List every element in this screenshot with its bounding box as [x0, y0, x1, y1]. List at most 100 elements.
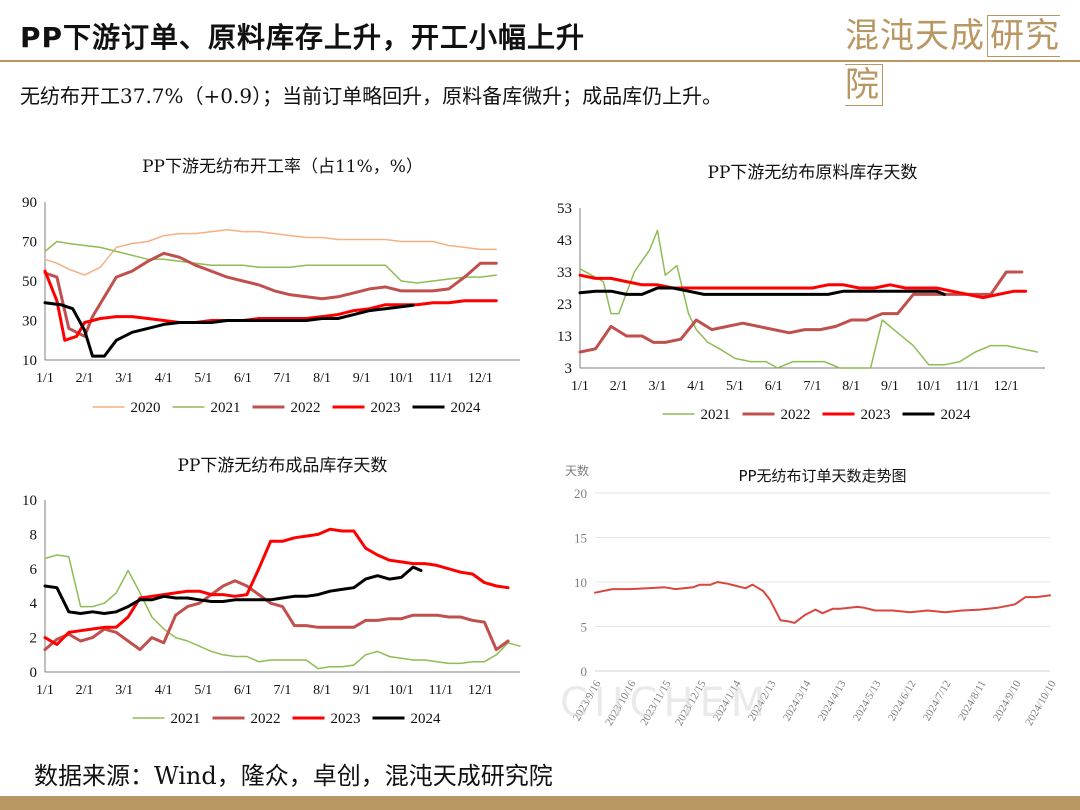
y-tick-label: 4	[30, 596, 38, 612]
y-tick-label: 10	[574, 575, 587, 590]
x-tick-label: 4/1	[155, 683, 173, 698]
y-tick-label: 15	[574, 531, 587, 546]
x-tick-label: 5/1	[194, 371, 212, 386]
x-tick-label: 5/1	[726, 379, 744, 394]
series-line-2020	[44, 228, 498, 276]
x-tick-label: 3/1	[115, 371, 133, 386]
y-tick-label: 13	[557, 329, 572, 345]
y-tick-label: 6	[30, 562, 38, 578]
x-tick-label: 2024/10/10	[1023, 678, 1059, 728]
chart-title: PP无纺布订单天数走势图	[738, 467, 906, 485]
x-tick-label: 9/1	[353, 683, 371, 698]
x-tick-label: 2024/3/14	[781, 678, 814, 723]
legend-label-2024: 2024	[451, 400, 482, 416]
x-tick-label: 11/1	[429, 371, 453, 386]
x-tick-label: 4/1	[155, 371, 173, 386]
chart-raw-material-inventory: PP下游无纺布原料库存天数 3 13 23 33 43 53 1/1 2/1 3/1 4/1 5/1 6…	[557, 163, 1045, 423]
brand-logo: 混沌天成 研究院	[845, 8, 1080, 106]
x-tick-label: 12/1	[994, 379, 1019, 394]
y-tick-label: 90	[22, 195, 37, 211]
legend-label-2021: 2021	[171, 711, 201, 727]
watermark: CIICHEM	[560, 680, 772, 726]
y-tick-label: 3	[565, 361, 573, 377]
y-tick-label: 10	[22, 493, 37, 509]
data-source: 数据来源：Wind，隆众，卓创，混沌天成研究院	[34, 762, 553, 790]
series-line-订单天数	[594, 581, 1051, 624]
y-tick-label: 0	[30, 665, 38, 681]
legend-label-2021: 2021	[211, 400, 241, 416]
legend-label-2023: 2023	[861, 407, 891, 423]
x-tick-label: 7/1	[804, 379, 822, 394]
series-line-2024	[43, 565, 423, 615]
x-tick-label: 2024/7/12	[921, 679, 954, 724]
x-tick-label: 10/1	[389, 371, 414, 386]
y-tick-label: 20	[574, 486, 587, 501]
y-tick-label: 50	[22, 274, 37, 290]
y-tick-label: 8	[30, 527, 38, 543]
x-tick-label: 2/1	[76, 371, 94, 386]
legend-label-2022: 2022	[291, 400, 321, 416]
legend-label-2023: 2023	[371, 400, 401, 416]
x-tick-label: 3/1	[115, 683, 133, 698]
legend-label-2023: 2023	[331, 711, 361, 727]
brand-name: 混沌天成	[845, 16, 985, 56]
x-tick-label: 9/1	[881, 379, 899, 394]
x-tick-label: 12/1	[468, 371, 493, 386]
legend-label-2022: 2022	[781, 407, 811, 423]
x-tick-label: 1/1	[36, 683, 54, 698]
y-tick-label: 33	[557, 265, 572, 281]
page-title: PP下游订单、原料库存上升，开工小幅上升	[20, 21, 586, 54]
brand-box: 研究院	[845, 15, 1060, 106]
x-tick-label: 4/1	[687, 379, 705, 394]
y-tick-label: 5	[581, 620, 588, 635]
x-tick-label: 2024/9/10	[991, 678, 1024, 723]
series-line-2023	[43, 527, 510, 646]
x-tick-label: 2/1	[610, 379, 628, 394]
x-tick-label: 11/1	[955, 379, 979, 394]
x-tick-label: 2024/5/13	[851, 678, 884, 723]
series-line-2024	[43, 301, 415, 358]
x-tick-label: 2024/8/11	[956, 679, 989, 723]
x-tick-label: 2024/6/12	[886, 679, 919, 724]
series-line-2022	[578, 270, 1024, 354]
footer-bar	[0, 796, 1080, 810]
y-tick-label: 10	[22, 353, 37, 369]
series-line-2021	[44, 240, 498, 284]
y-tick-label: 0	[581, 664, 588, 679]
series-line-2023	[578, 273, 1028, 300]
x-tick-label: 5/1	[194, 683, 212, 698]
x-tick-label: 8/1	[313, 683, 331, 698]
legend-label-2021: 2021	[701, 407, 731, 423]
chart-title: PP下游无纺布原料库存天数	[708, 163, 918, 183]
x-tick-label: 1/1	[571, 379, 589, 394]
x-tick-label: 9/1	[353, 371, 371, 386]
x-tick-label: 3/1	[649, 379, 667, 394]
x-tick-label: 1/1	[36, 371, 54, 386]
series-line-2023	[43, 269, 498, 342]
x-tick-label: 2/1	[76, 683, 94, 698]
x-tick-label: 7/1	[274, 683, 292, 698]
y-tick-label: 70	[22, 235, 37, 251]
series-line-2024	[578, 286, 946, 296]
x-tick-label: 6/1	[234, 683, 252, 698]
y-tick-label: 2	[30, 631, 38, 647]
x-tick-label: 6/1	[234, 371, 252, 386]
x-tick-label: 12/1	[468, 683, 493, 698]
x-tick-label: 7/1	[274, 371, 292, 386]
x-tick-label: 11/1	[429, 683, 453, 698]
series-line-2021	[579, 229, 1039, 369]
series-line-2022	[43, 251, 498, 338]
series-line-2022	[43, 579, 510, 652]
series-line-2021	[44, 554, 521, 670]
chart-title: PP下游无纺布开工率（占11%，%）	[142, 157, 423, 177]
summary-text: 无纺布开工37.7%（+0.9）；当前订单略回升，原料备库微升；成品库仍上升。	[20, 84, 723, 108]
chart-operating-rate: PP下游无纺布开工率（占11%，%） 10 30 50 70 90 1/1 2/1 3/1 4/1…	[22, 157, 520, 416]
chart-finished-goods-inventory: PP下游无纺布成品库存天数 0 2 4 6 8 10 1/1 2/1 3/1 4/1 5/1 6/1 7/…	[22, 456, 521, 727]
y-axis-label: 天数	[565, 463, 589, 478]
x-tick-label: 2024/4/13	[816, 678, 849, 723]
legend-label-2020: 2020	[131, 400, 161, 416]
y-tick-label: 53	[557, 201, 572, 217]
legend-label-2024: 2024	[411, 711, 442, 727]
y-tick-label: 30	[22, 314, 37, 330]
